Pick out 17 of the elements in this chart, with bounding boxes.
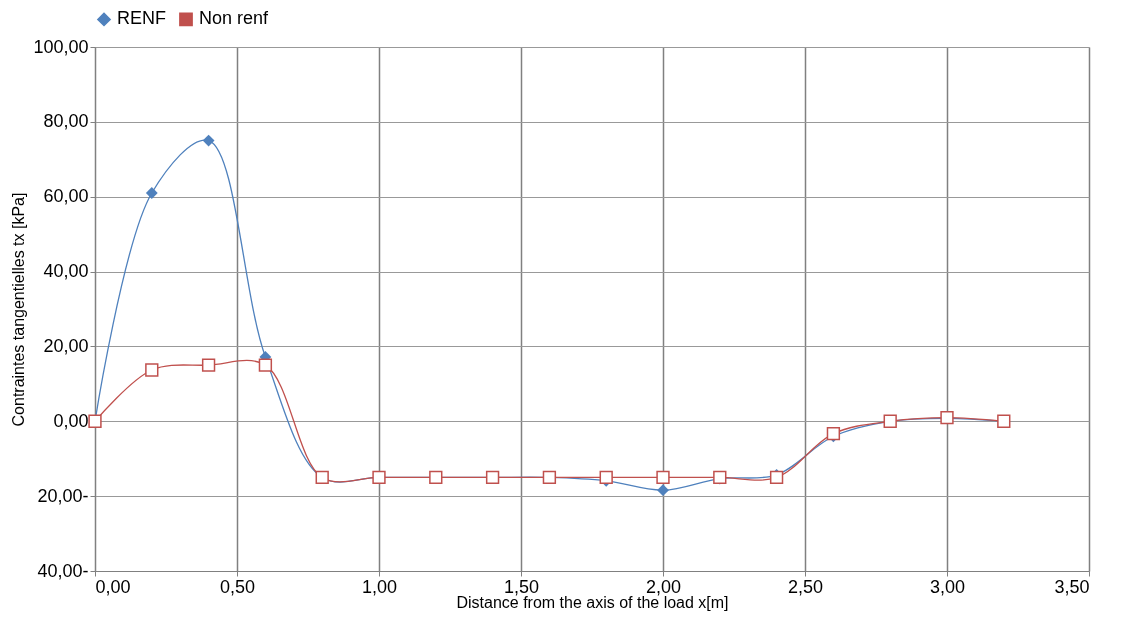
x-tick-label: 0,00 bbox=[95, 576, 131, 597]
x-tick-label: 3,50 bbox=[1054, 576, 1090, 597]
legend-label: Non renf bbox=[199, 8, 270, 29]
y-tick-label: 60,00 bbox=[43, 186, 89, 207]
y-tick-label: 40,00- bbox=[37, 560, 89, 581]
y-tick-label: 80,00 bbox=[43, 111, 89, 132]
x-tick-label: 3,00 bbox=[929, 576, 966, 597]
x-tick-label: 2,50 bbox=[787, 576, 824, 597]
x-tick-label: 0,50 bbox=[219, 576, 256, 597]
y-axis-title: Contraintes tangentielles tx [kPa] bbox=[10, 192, 28, 427]
y-tick-label: 20,00 bbox=[43, 335, 89, 356]
y-tick-label: 20,00- bbox=[37, 485, 89, 506]
y-tick-label: 0,00 bbox=[53, 410, 89, 431]
x-tick-label: 1,00 bbox=[361, 576, 398, 597]
legend-label: RENF bbox=[117, 8, 166, 29]
y-tick-label: 40,00 bbox=[43, 261, 89, 282]
y-tick-label: 100,00 bbox=[33, 36, 89, 57]
